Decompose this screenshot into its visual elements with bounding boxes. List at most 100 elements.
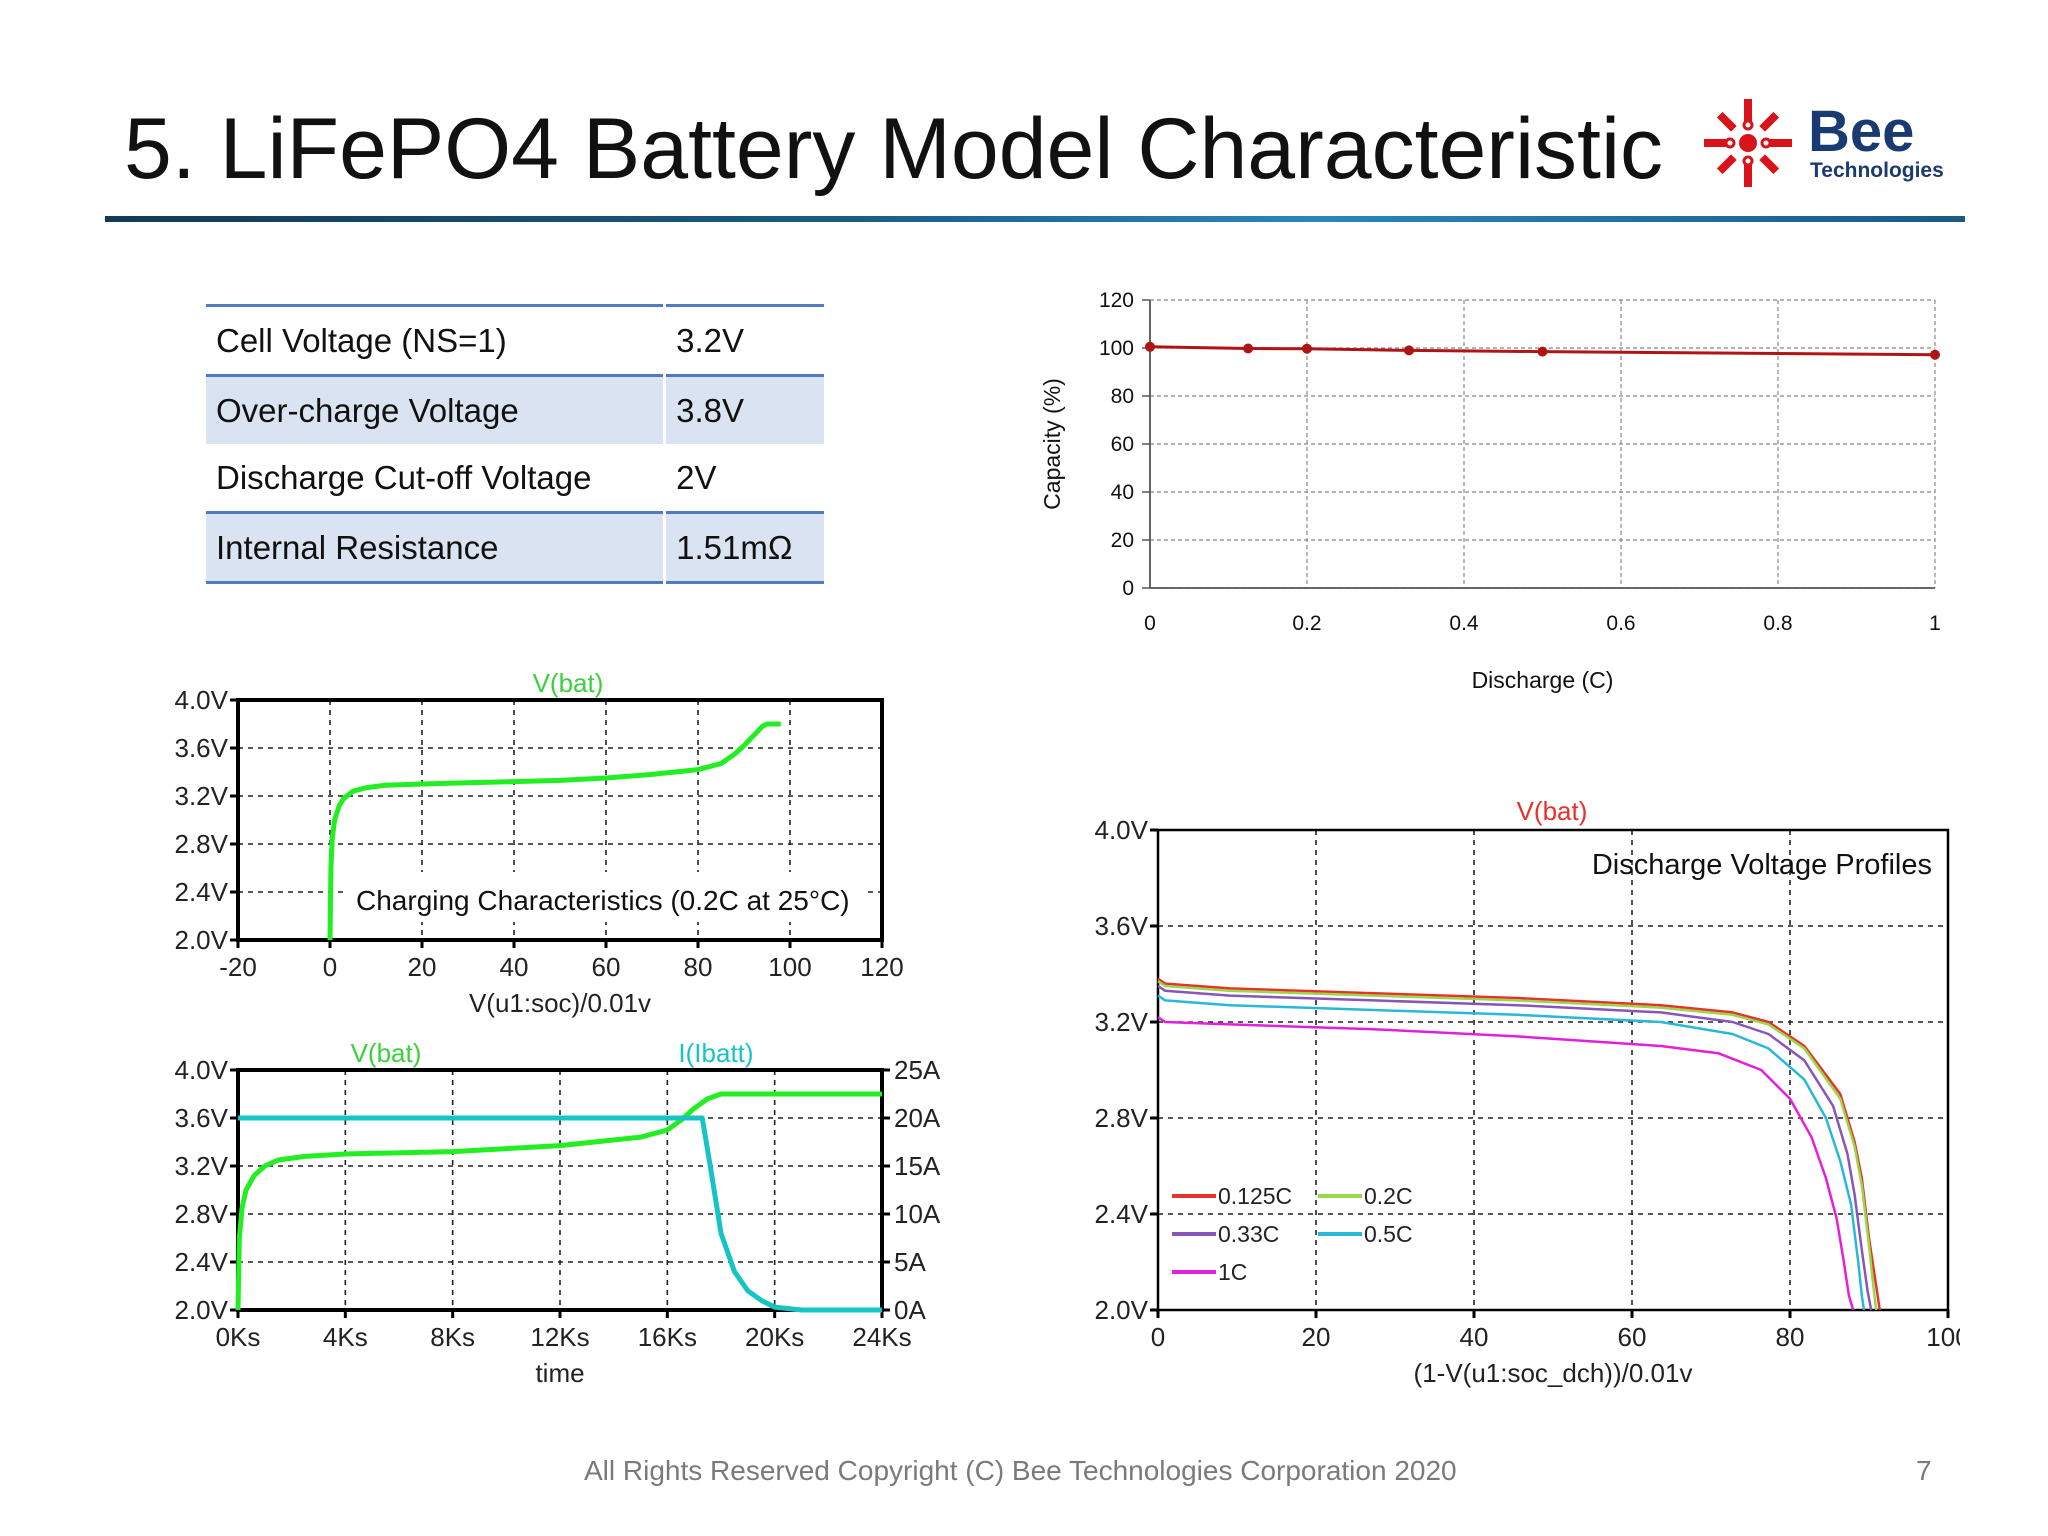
discharge-ytick-label: 4.0V [1095,815,1149,845]
capacity-data-point [1145,341,1155,352]
charging-soc-ytick-label: 3.6V [175,733,229,763]
charging-soc-xtick-label: 100 [768,952,811,982]
charging-soc-ytick-label: 3.2V [175,781,229,811]
spec-value: 2V [663,444,824,513]
charging-time-chart: 2.0V 2.4V 2.8V 3.2V 3.6V 4.0V 0A 5A 10A 15A 20A 25A… [175,1038,941,1388]
capacity-ytick-label: 80 [1111,385,1134,408]
discharge-ytick-label: 2.0V [1095,1295,1149,1325]
charging-time-y2tick-label: 10A [894,1199,941,1229]
discharge-ytick-label: 2.4V [1095,1199,1149,1229]
charging-time-xtick-label: 16Ks [638,1322,697,1352]
discharge-ytick-label: 3.2V [1095,1007,1149,1037]
capacity-data-point [1243,343,1254,354]
charging-time-y2tick-label: 15A [894,1151,941,1181]
charging-soc-title: V(bat) [533,668,604,698]
charging-time-xtick-label: 4Ks [323,1322,368,1352]
charging-time-y2tick-label: 5A [894,1247,926,1277]
capacity-data-point [1302,343,1312,354]
bee-technologies-logo: Bee Technologies [1704,99,1944,187]
capacity-xtick-label: 0.4 [1449,612,1479,635]
spec-label: Cell Voltage (NS=1) [216,321,507,359]
charging-time-xtick-label: 8Ks [430,1322,475,1352]
charging-time-ytick-label: 4.0V [175,1055,229,1085]
charging-time-xtick-label: 24Ks [852,1322,911,1352]
charging-soc-xtick-label: -20 [219,952,257,982]
discharge-legend-label: 0.125C [1218,1183,1292,1209]
charging-soc-xtick-label: 0 [323,952,337,982]
charging-time-ytick-label: 3.2V [175,1151,229,1181]
charging-soc-ytick-label: 2.4V [175,877,229,907]
discharge-series-1c [1157,1016,1855,1311]
charging-time-series-v-bat- [235,1091,882,1311]
charging-time-series-i-ibatt- [238,1115,882,1313]
discharge-xtick-label: 100 [1926,1322,1960,1352]
discharge-xtick-label: 60 [1618,1322,1647,1352]
discharge-title: V(bat) [1517,796,1588,826]
charging-time-ytick-label: 2.4V [175,1247,229,1277]
capacity-data-point [1537,346,1548,357]
capacity-ytick-label: 100 [1099,337,1134,360]
spec-value: 1.51mΩ [663,512,824,583]
discharge-series-0-33c [1157,984,1873,1311]
capacity-data-point [1404,345,1415,356]
discharge-chart: 2.0V 2.4V 2.8V 3.2V 3.6V 4.0V 0 20 40 60 80 100 (1-V… [1095,796,1961,1388]
discharge-legend-label: 0.33C [1218,1221,1279,1247]
discharge-legend-label: 0.2C [1364,1183,1413,1209]
discharge-series-0-125c [1157,977,1882,1311]
charging-time-x-axis-label: time [535,1358,584,1388]
capacity-xtick-label: 0.2 [1292,612,1321,635]
capacity-chart: 0 20 40 60 80 100 120 0 0.2 0.4 0.6 0.8 1 Discharge (… [1039,289,1941,693]
charging-soc-plot-frame [236,698,884,942]
discharge-plot-frame [1156,828,1950,1312]
charging-soc-xtick-label: 20 [408,952,437,982]
charging-time-y2tick-label: 20A [894,1103,941,1133]
capacity-xtick-label: 0.6 [1606,612,1635,635]
capacity-data-point [1930,349,1940,360]
charging-soc-ytick-label: 4.0V [175,685,229,715]
title-divider [105,216,1965,222]
charging-soc-x-axis-label: V(u1:soc)/0.01v [469,988,651,1018]
spec-label: Discharge Cut-off Voltage [216,458,592,496]
spec-label: Over-charge Voltage [206,375,665,444]
discharge-x-axis-label: (1-V(u1:soc_dch))/0.01v [1414,1358,1693,1388]
spec-row: Discharge Cut-off Voltage 2V [206,444,824,513]
charging-time-vbat-label: V(bat) [351,1038,422,1068]
charging-soc-xtick-label: 80 [684,952,713,982]
capacity-xtick-label: 1 [1929,612,1941,635]
page-number: 7 [1916,1455,1932,1486]
discharge-ytick-label: 3.6V [1095,911,1149,941]
discharge-xtick-label: 80 [1776,1322,1805,1352]
charging-soc-ytick-label: 2.0V [175,925,229,955]
discharge-series-0-2c [1157,980,1878,1311]
charging-time-y2tick-label: 25A [894,1055,941,1085]
capacity-ytick-label: 120 [1099,289,1134,312]
discharge-xtick-label: 40 [1460,1322,1489,1352]
capacity-ytick-label: 0 [1122,577,1134,600]
charging-soc-series-v-bat- [327,721,781,941]
charging-time-y2tick-label: 0A [894,1295,926,1325]
logo-wordmark: Bee [1808,99,1914,164]
discharge-ytick-label: 2.8V [1095,1103,1149,1133]
capacity-ytick-label: 40 [1111,481,1134,504]
slide-title: 5. LiFePO4 Battery Model Characteristic [124,101,1664,197]
charging-soc-chart: 2.0V 2.4V 2.8V 3.2V 3.6V 4.0V -20 0 20 40 60 80 100 1… [175,668,904,1018]
charging-soc-annotation-bg [346,872,866,922]
spec-row: Cell Voltage (NS=1) 3.2V [206,305,824,376]
charging-time-xtick-label: 12Ks [530,1322,589,1352]
discharge-xtick-label: 0 [1151,1322,1165,1352]
spec-label: Internal Resistance [206,512,665,583]
logo-subtext: Technologies [1810,159,1944,182]
discharge-annotation: Discharge Voltage Profiles [1592,849,1932,881]
spec-row: Internal Resistance 1.51mΩ [206,512,824,583]
capacity-ytick-label: 60 [1111,433,1134,456]
charging-time-ytick-label: 2.8V [175,1199,229,1229]
bee-logo-icon [1704,99,1792,187]
discharge-series-0-5c [1157,994,1866,1311]
discharge-xtick-label: 20 [1302,1322,1331,1352]
discharge-legend-label: 0.5C [1364,1221,1413,1247]
charging-time-plot-frame [236,1068,884,1312]
charging-soc-ytick-label: 2.8V [175,829,229,859]
discharge-legend-label: 1C [1218,1259,1247,1285]
capacity-xtick-label: 0 [1144,612,1156,635]
charging-time-ytick-label: 2.0V [175,1295,229,1325]
